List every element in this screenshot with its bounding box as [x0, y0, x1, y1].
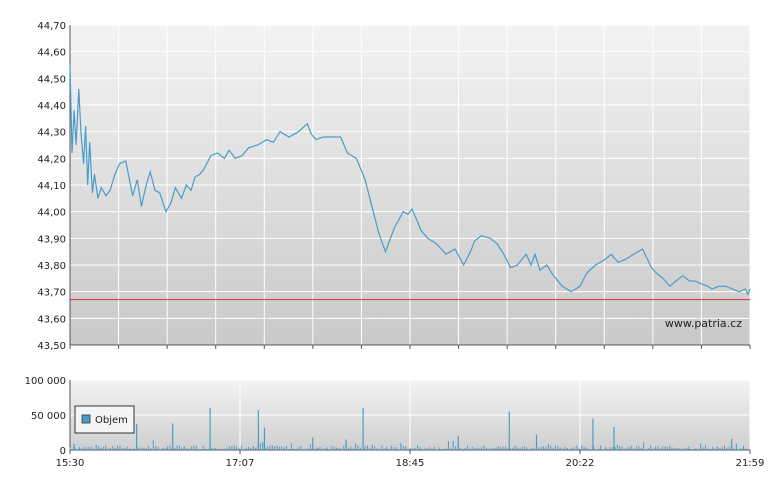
price-y-tick-label: 44,70 — [37, 21, 66, 32]
price-y-tick-label: 44,60 — [37, 48, 66, 59]
price-y-tick-label: 44,00 — [37, 208, 66, 219]
x-tick-label: 17:07 — [226, 458, 255, 469]
price-y-tick-label: 43,90 — [37, 234, 66, 245]
price-y-tick-label: 43,70 — [37, 288, 66, 299]
x-tick-label: 20:22 — [566, 458, 595, 469]
legend-swatch — [81, 414, 91, 424]
volume-y-tick-label: 50 000 — [31, 411, 66, 422]
volume-y-tick-label: 100 000 — [25, 376, 66, 387]
price-y-tick-label: 43,50 — [37, 341, 66, 352]
volume-panel: 100 000 50 000 0 15:30 17:07 18:45 20:22 21:59… — [25, 376, 765, 469]
price-y-tick-label: 44,20 — [37, 154, 66, 165]
volume-y-tick-label: 0 — [60, 446, 66, 457]
watermark: www.patria.cz — [665, 317, 742, 330]
x-tick-label: 15:30 — [56, 458, 85, 469]
legend-label: Objem — [95, 415, 128, 426]
price-panel: 44,70 44,60 44,50 44,40 44,30 44,20 44,10 44,00… — [37, 21, 751, 352]
price-grid — [69, 24, 751, 346]
price-y-tick-label: 44,30 — [37, 128, 66, 139]
price-y-tick-label: 43,80 — [37, 261, 66, 272]
volume-x-axis: 15:30 17:07 18:45 20:22 21:59 — [56, 450, 765, 469]
price-y-tick-label: 43,60 — [37, 314, 66, 325]
volume-legend: Objem — [74, 405, 135, 434]
price-y-tick-label: 44,10 — [37, 181, 66, 192]
volume-y-axis: 100 000 50 000 0 — [25, 376, 66, 457]
volume-bars — [69, 408, 749, 450]
x-tick-label: 18:45 — [396, 458, 425, 469]
price-series-line — [69, 64, 751, 296]
price-y-axis: 44,70 44,60 44,50 44,40 44,30 44,20 44,10 44,00… — [37, 21, 66, 352]
price-x-axis-ticks — [69, 345, 751, 349]
price-y-tick-label: 44,40 — [37, 101, 66, 112]
price-y-tick-label: 44,50 — [37, 74, 66, 85]
x-tick-label: 21:59 — [736, 458, 765, 469]
